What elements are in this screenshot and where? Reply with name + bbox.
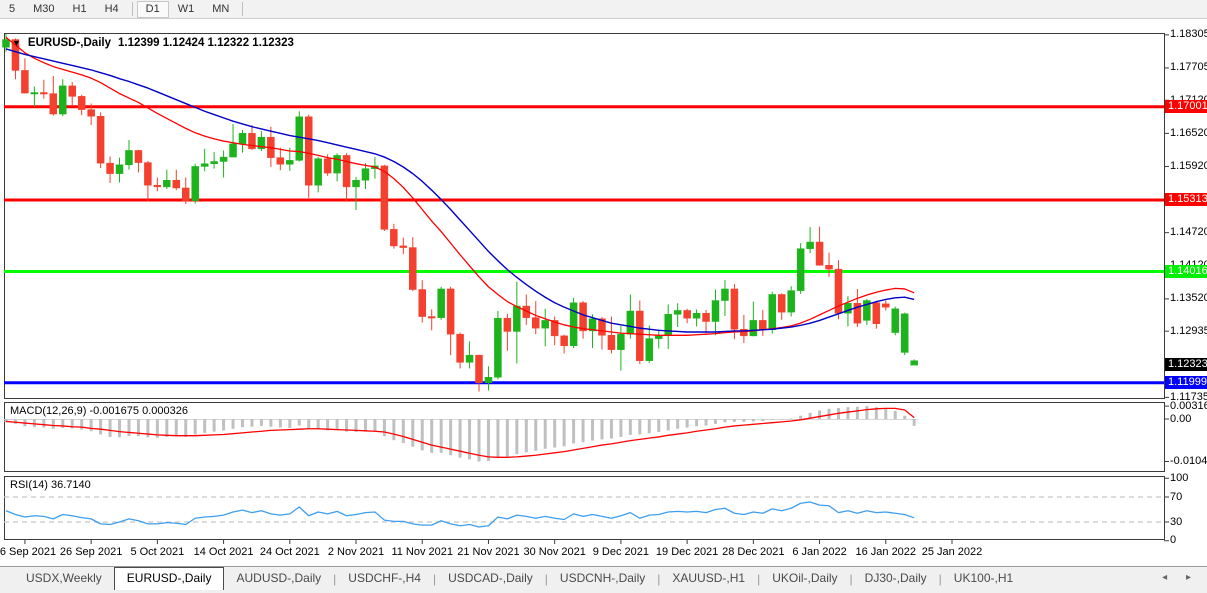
chart-tab-ukoil-daily[interactable]: UKOil-,Daily [772, 571, 838, 585]
timeframe-button-m30[interactable]: M30 [33, 2, 55, 15]
chart-ohlc-values: 1.12399 1.12424 1.12322 1.12323 [118, 37, 294, 49]
tabbar-divider [0, 566, 1207, 567]
chart-tab-uk100-h1[interactable]: UK100-,H1 [953, 571, 1014, 585]
chart-tab-usdcnh-daily[interactable]: USDCNH-,Daily [559, 571, 646, 585]
price-level-badge: 1.14016 [1165, 265, 1207, 278]
date-tick-label: 5 Oct 2021 [130, 546, 185, 558]
price-level-badge: 1.15313 [1165, 193, 1207, 207]
chart-tab-usdx-weekly[interactable]: USDX,Weekly [26, 571, 102, 585]
price-tick-label: 1.12935 [1170, 324, 1207, 337]
tab-separator: | [757, 572, 761, 586]
date-tick-label: 25 Jan 2022 [921, 546, 983, 558]
tab-separator: | [849, 572, 853, 586]
chart-tab-eurusd-daily[interactable]: EURUSD-,Daily [113, 567, 225, 590]
timeframe-button-d1[interactable]: D1 [136, 0, 169, 18]
date-tick-label: 28 Dec 2021 [722, 546, 785, 558]
date-tick-label: 11 Nov 2021 [391, 546, 454, 558]
tab-separator: | [432, 572, 437, 586]
chevron-down-icon[interactable]: ▼ [12, 38, 21, 48]
date-tick-label: 21 Nov 2021 [457, 546, 520, 558]
chart-tab-audusd-daily[interactable]: AUDUSD-,Daily [236, 571, 322, 585]
rsi-tick-label: 100 [1170, 471, 1189, 484]
tab-separator: | [657, 572, 661, 586]
chart-tab-usdcad-daily[interactable]: USDCAD-,Daily [448, 571, 533, 585]
tab-separator: | [938, 572, 942, 586]
price-tick-label: 1.14720 [1170, 226, 1207, 239]
tab-scroll-arrows[interactable]: ◂ ▸ [1162, 572, 1199, 583]
macd-tick-label: -0.010433 [1170, 455, 1207, 467]
date-tick-label: 16 Sep 2021 [0, 546, 57, 558]
date-tick-label: 26 Sep 2021 [59, 546, 123, 558]
rsi-tick-label: 0 [1170, 534, 1177, 547]
macd-tick-label: 0.003165 [1170, 399, 1207, 412]
chart-tab-usdchf-h4[interactable]: USDCHF-,H4 [348, 571, 421, 585]
chart-title: ▼ EURUSD-,Daily 1.12399 1.12424 1.12322 … [12, 37, 294, 49]
price-tick-label: 1.11735 [1170, 390, 1207, 403]
chart-tab-xauusd-h1[interactable]: XAUUSD-,H1 [672, 571, 746, 585]
date-tick-label: 16 Jan 2022 [855, 546, 917, 558]
date-tick-label: 2 Nov 2021 [327, 546, 385, 558]
tab-separator: | [544, 572, 548, 586]
date-tick-label: 30 Nov 2021 [523, 546, 586, 558]
price-tick-label: 1.16520 [1170, 126, 1207, 139]
timeframe-button-w1[interactable]: W1 [177, 2, 195, 15]
timeframe-toolbar: 5 M30 H1 H4 D1 W1 MN [0, 0, 1207, 19]
price-tick-label: 1.15920 [1170, 159, 1207, 172]
chart-plot-area[interactable] [0, 0, 1207, 566]
rsi-indicator-label: RSI(14) 36.7140 [10, 479, 91, 491]
price-level-badge: 1.17001 [1165, 100, 1207, 114]
price-level-badge: 1.12323 [1165, 358, 1207, 372]
chart-tab-dj30-daily[interactable]: DJ30-,Daily [864, 571, 927, 585]
timeframe-button-h4[interactable]: H4 [104, 2, 119, 15]
rsi-tick-label: 70 [1170, 490, 1183, 503]
timeframe-button-5[interactable]: 5 [9, 2, 16, 15]
tab-separator: | [333, 572, 337, 586]
date-tick-label: 14 Oct 2021 [193, 546, 254, 558]
macd-tick-label: 0.00 [1170, 412, 1192, 425]
price-level-badge: 1.11999 [1165, 376, 1207, 390]
bottom-strip [0, 590, 1207, 593]
chart-tabs-bar: USDX,Weekly EURUSD-,Daily AUDUSD-,Daily | US… [0, 567, 1207, 590]
price-tick-label: 1.13520 [1170, 292, 1207, 305]
rsi-tick-label: 30 [1170, 515, 1183, 528]
date-tick-label: 19 Dec 2021 [655, 546, 719, 558]
date-tick-label: 9 Dec 2021 [592, 546, 650, 558]
date-tick-label: 24 Oct 2021 [259, 546, 320, 558]
macd-indicator-label: MACD(12,26,9) -0.001675 0.000326 [10, 405, 188, 417]
chart-symbol-label: EURUSD-,Daily [27, 37, 111, 49]
timeframe-button-h1[interactable]: H1 [72, 2, 87, 15]
date-tick-label: 6 Jan 2022 [792, 546, 847, 558]
timeframe-button-mn[interactable]: MN [212, 2, 230, 15]
price-tick-label: 1.18305 [1170, 28, 1207, 41]
toolbar-separator [131, 2, 133, 16]
toolbar-separator [242, 2, 244, 16]
price-tick-label: 1.17705 [1170, 61, 1207, 74]
